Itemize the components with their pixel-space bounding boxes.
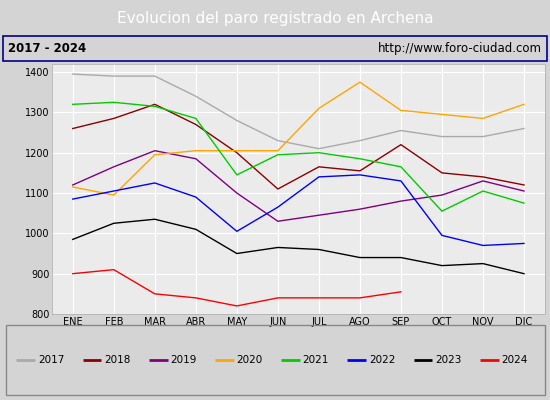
Text: http://www.foro-ciudad.com: http://www.foro-ciudad.com: [378, 42, 542, 55]
Text: 2017 - 2024: 2017 - 2024: [8, 42, 86, 55]
Text: 2023: 2023: [435, 355, 461, 365]
Text: 2017: 2017: [38, 355, 64, 365]
Text: 2018: 2018: [104, 355, 130, 365]
Text: Evolucion del paro registrado en Archena: Evolucion del paro registrado en Archena: [117, 10, 433, 26]
Text: 2020: 2020: [236, 355, 263, 365]
Text: 2024: 2024: [502, 355, 528, 365]
Text: 2021: 2021: [302, 355, 329, 365]
Text: 2019: 2019: [170, 355, 197, 365]
Text: 2022: 2022: [369, 355, 395, 365]
